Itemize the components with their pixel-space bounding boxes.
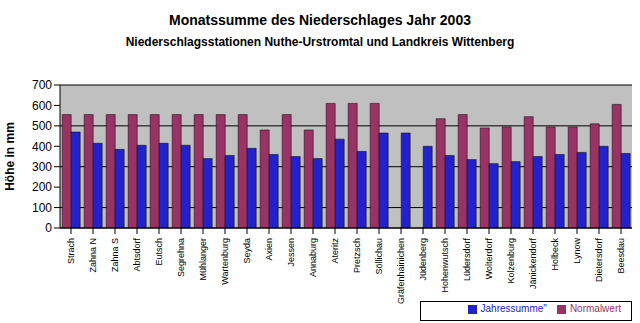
- svg-text:Zahna S: Zahna S: [110, 238, 120, 272]
- html-text:Niederschlagsstationen Nuthe-U: Niederschlagsstationen Nuthe-Urstromtal …: [125, 35, 515, 49]
- svg-text:100: 100: [32, 201, 52, 215]
- svg-text:Abtsdorf: Abtsdorf: [132, 238, 142, 272]
- svg-text:Jüdenberg: Jüdenberg: [418, 238, 428, 281]
- svg-text:Dietersdorf: Dietersdorf: [594, 238, 604, 283]
- svg-text:200: 200: [32, 180, 52, 194]
- svg-text:300: 300: [32, 160, 52, 174]
- svg-text:Wartenburg: Wartenburg: [220, 238, 230, 285]
- svg-text:Beesdau: Beesdau: [616, 238, 626, 274]
- svg-text:0: 0: [45, 221, 52, 235]
- svg-text:Jänickendorf: Jänickendorf: [528, 238, 538, 290]
- svg-text:Annaburg: Annaburg: [308, 238, 318, 277]
- svg-text:Holbeck: Holbeck: [550, 238, 560, 271]
- html-text:Normalwert: Normalwert: [569, 303, 621, 314]
- svg-text:Ateritz: Ateritz: [330, 238, 340, 264]
- svg-text:Lynow: Lynow: [572, 238, 582, 264]
- html-text:Monatssumme des Niederschlages: Monatssumme des Niederschlages Jahr 2003: [169, 12, 471, 28]
- svg-text:600: 600: [32, 99, 52, 113]
- svg-text:Höhe in mm: Höhe in mm: [8, 122, 17, 191]
- svg-text:Lüdersdorf: Lüdersdorf: [462, 238, 472, 282]
- svg-text:Zahna N: Zahna N: [88, 238, 98, 273]
- svg-text:700: 700: [32, 78, 52, 92]
- svg-text:Axien: Axien: [264, 238, 274, 261]
- svg-text:Kolzenburg: Kolzenburg: [506, 238, 516, 284]
- svg-text:Segrehna: Segrehna: [176, 238, 186, 277]
- svg-text:Mühlanger: Mühlanger: [198, 238, 208, 281]
- svg-text:Eutsch: Eutsch: [154, 238, 164, 266]
- svg-text:Gräfenhainichen: Gräfenhainichen: [396, 238, 406, 304]
- svg-text:Söllichau: Söllichau: [374, 238, 384, 275]
- svg-text:Pretzsch: Pretzsch: [352, 238, 362, 273]
- html-text:Jahressumme": Jahressumme": [480, 303, 547, 314]
- svg-text:Hohenwutsch: Hohenwutsch: [440, 238, 450, 293]
- svg-text:Strach: Strach: [66, 238, 76, 264]
- svg-text:500: 500: [32, 119, 52, 133]
- svg-text:Wolterdorf: Wolterdorf: [484, 238, 494, 280]
- svg-text:400: 400: [32, 140, 52, 154]
- svg-text:Seyda: Seyda: [242, 238, 252, 264]
- svg-text:Jessen: Jessen: [286, 238, 296, 267]
